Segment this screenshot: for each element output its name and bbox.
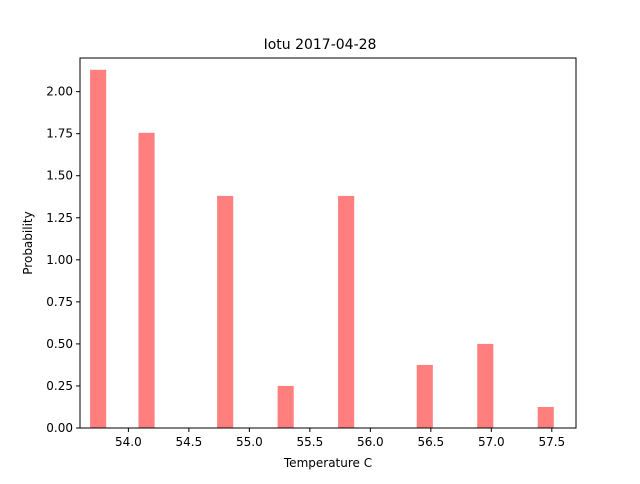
- bar: [90, 69, 107, 428]
- y-tick-label: 0.00: [46, 421, 73, 435]
- y-tick-label: 0.25: [46, 379, 73, 393]
- y-tick-label: 0.75: [46, 295, 73, 309]
- x-tick-label: 56.0: [357, 435, 384, 449]
- x-tick-label: 54.0: [115, 435, 142, 449]
- y-tick-label: 1.00: [46, 253, 73, 267]
- y-tick-label: 0.50: [46, 337, 73, 351]
- y-axis-label: Probability: [21, 211, 35, 274]
- x-tick-label: 56.5: [417, 435, 444, 449]
- bar: [217, 195, 234, 428]
- bar: [477, 343, 494, 428]
- bar: [138, 132, 155, 428]
- bar: [338, 195, 355, 428]
- x-tick-label: 55.5: [296, 435, 323, 449]
- y-tick-label: 1.75: [46, 127, 73, 141]
- y-axis-ticks: 0.00 0.25 0.50 0.75 1.00 1.25 1.50 1.75 2.00: [46, 85, 80, 435]
- bar: [277, 385, 294, 428]
- x-tick-label: 57.5: [538, 435, 565, 449]
- y-tick-label: 2.00: [46, 85, 73, 99]
- x-axis-ticks: 54.0 54.5 55.0 55.5 56.0 56.5 57.0 57.5: [115, 428, 565, 449]
- x-tick-label: 57.0: [478, 435, 505, 449]
- plot-frame: [79, 57, 577, 429]
- y-tick-label: 1.50: [46, 169, 73, 183]
- bar: [537, 406, 554, 428]
- chart-title: Iotu 2017-04-28: [264, 37, 377, 53]
- x-tick-label: 54.5: [176, 435, 203, 449]
- bars-group: [90, 69, 554, 428]
- y-tick-label: 1.25: [46, 211, 73, 225]
- x-tick-label: 55.0: [236, 435, 263, 449]
- bar: [416, 364, 433, 428]
- x-axis-label: Temperature C: [283, 456, 372, 470]
